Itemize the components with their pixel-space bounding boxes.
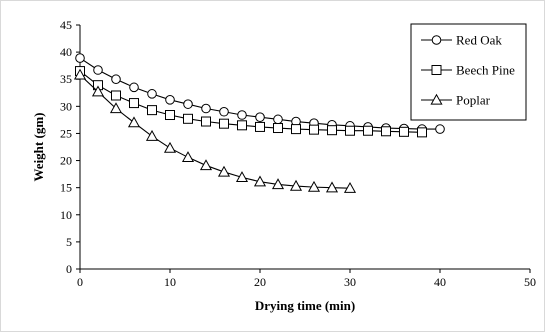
data-point-red-oak bbox=[435, 124, 445, 134]
y-tick-label: 0 bbox=[66, 262, 72, 276]
data-point-beech-pine bbox=[165, 110, 175, 121]
y-tick-label: 45 bbox=[60, 18, 72, 32]
legend-item-poplar: Poplar bbox=[421, 93, 491, 108]
data-point-beech-pine bbox=[201, 116, 211, 127]
data-point-red-oak bbox=[75, 53, 85, 63]
y-tick-label: 15 bbox=[60, 181, 72, 195]
data-point-red-oak bbox=[129, 82, 139, 93]
data-point-beech-pine bbox=[255, 121, 265, 132]
data-point-beech-pine bbox=[399, 126, 409, 137]
data-point-beech-pine bbox=[129, 98, 139, 109]
data-point-poplar bbox=[217, 165, 231, 177]
axes bbox=[79, 25, 530, 270]
legend-item-red-oak: Red Oak bbox=[421, 33, 502, 48]
data-point-red-oak bbox=[273, 114, 283, 125]
data-point-poplar bbox=[235, 171, 249, 183]
data-point-red-oak bbox=[201, 103, 211, 114]
data-point-beech-pine bbox=[219, 118, 229, 129]
data-point-poplar bbox=[343, 181, 357, 193]
legend-marker bbox=[431, 35, 442, 45]
y-tick-label: 5 bbox=[66, 235, 72, 249]
data-point-red-oak bbox=[219, 106, 229, 117]
y-tick-label: 35 bbox=[60, 72, 72, 86]
x-tick-label: 0 bbox=[77, 275, 83, 289]
series-poplar bbox=[73, 68, 357, 193]
y-tick-label: 25 bbox=[60, 126, 72, 140]
legend-label: Poplar bbox=[456, 93, 491, 108]
y-tick-label: 20 bbox=[60, 154, 72, 168]
data-point-poplar bbox=[109, 102, 123, 114]
data-point-red-oak bbox=[93, 65, 103, 75]
data-point-beech-pine bbox=[309, 124, 319, 135]
data-point-poplar bbox=[127, 116, 141, 128]
data-point-beech-pine bbox=[111, 90, 121, 101]
legend-marker bbox=[430, 93, 443, 105]
y-tick-label: 30 bbox=[60, 99, 72, 113]
x-tick-label: 30 bbox=[344, 275, 356, 289]
data-point-poplar bbox=[253, 175, 267, 187]
data-point-red-oak bbox=[183, 99, 193, 109]
legend-items: Red Oak Beech Pine Poplar bbox=[421, 33, 515, 108]
data-point-poplar bbox=[199, 159, 213, 171]
x-tick-label: 10 bbox=[164, 275, 176, 289]
legend: Red Oak Beech Pine Poplar bbox=[410, 23, 527, 121]
x-axis-label: Drying time (min) bbox=[255, 298, 355, 313]
data-point-red-oak bbox=[165, 95, 175, 105]
legend-marker bbox=[431, 65, 442, 75]
data-point-poplar bbox=[289, 179, 303, 191]
y-axis-label: Weight (gm) bbox=[31, 113, 46, 182]
data-point-poplar bbox=[145, 129, 159, 141]
series-line-poplar bbox=[79, 74, 351, 189]
series-beech-pine bbox=[75, 66, 427, 138]
data-point-red-oak bbox=[147, 89, 157, 99]
x-ticks: 0 10 20 30 40 50 bbox=[77, 269, 536, 289]
data-point-beech-pine bbox=[291, 124, 301, 135]
data-point-beech-pine bbox=[417, 127, 427, 138]
x-tick-label: 40 bbox=[434, 275, 446, 289]
data-point-beech-pine bbox=[381, 126, 391, 137]
data-point-beech-pine bbox=[273, 123, 283, 134]
data-point-red-oak bbox=[111, 74, 121, 85]
x-tick-label: 20 bbox=[254, 275, 266, 289]
data-point-beech-pine bbox=[237, 120, 247, 131]
data-point-beech-pine bbox=[327, 125, 337, 136]
data-point-beech-pine bbox=[183, 113, 193, 124]
data-point-poplar bbox=[91, 85, 105, 97]
data-point-poplar bbox=[181, 151, 195, 162]
data-point-beech-pine bbox=[363, 125, 373, 136]
legend-label: Beech Pine bbox=[456, 63, 515, 78]
data-point-red-oak bbox=[237, 110, 247, 120]
series-layer bbox=[73, 53, 445, 193]
data-point-beech-pine bbox=[147, 105, 157, 116]
data-point-red-oak bbox=[255, 112, 265, 122]
data-point-poplar bbox=[271, 178, 285, 190]
series-red-oak bbox=[75, 53, 445, 134]
legend-item-beech-pine: Beech Pine bbox=[421, 63, 515, 78]
data-point-poplar bbox=[73, 68, 87, 80]
data-point-poplar bbox=[307, 180, 321, 192]
x-tick-label: 50 bbox=[524, 275, 536, 289]
y-tick-label: 10 bbox=[60, 208, 72, 222]
data-point-poplar bbox=[325, 181, 339, 193]
y-tick-label: 40 bbox=[60, 45, 72, 59]
data-point-beech-pine bbox=[345, 125, 355, 136]
data-point-poplar bbox=[163, 141, 177, 153]
legend-label: Red Oak bbox=[456, 33, 502, 48]
